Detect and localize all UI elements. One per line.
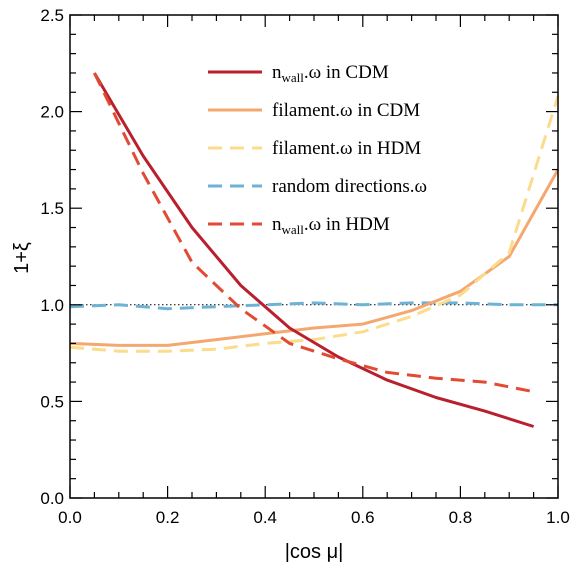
- legend-entry-1: filament.ω in CDM: [272, 100, 420, 121]
- legend-entry-2: filament.ω in HDM: [272, 138, 421, 159]
- y-tick-label: 1.0: [40, 296, 64, 315]
- series-line-0: [93, 72, 535, 428]
- x-axis-title: |cos μ|: [285, 541, 344, 563]
- plot-frame: [69, 14, 559, 499]
- x-tick-label: 1.0: [546, 508, 570, 527]
- y-tick-label: 0.5: [40, 392, 64, 411]
- x-tick-label: 0.2: [156, 508, 180, 527]
- y-tick-label: 2.5: [40, 6, 64, 25]
- legend-entry-3: random directions.ω: [272, 176, 427, 197]
- series-line-2: [69, 95, 560, 353]
- y-tick-label: 2.0: [40, 103, 64, 122]
- y-tick-label: 0.0: [40, 489, 64, 508]
- x-tick-label: 0.0: [58, 508, 82, 527]
- x-tick-label: 0.8: [449, 508, 473, 527]
- legend-entry-0: nwall.ω in CDM: [272, 62, 389, 85]
- series-layer: [69, 72, 560, 428]
- plot-border: [69, 14, 559, 499]
- legend-entry-4: nwall.ω in HDM: [272, 214, 390, 237]
- legend: nwall.ω in CDM filament.ω in CDM filament.…: [208, 62, 427, 237]
- x-tick-label: 0.4: [253, 508, 277, 527]
- tick-layer: 0.0 0.2 0.4 0.6 0.8 1.0 0.0 0.5 1.0 1.5 2.0 2.5: [40, 6, 569, 527]
- y-axis-title: 1+ξ: [11, 242, 33, 274]
- series-line-4: [93, 72, 534, 394]
- series-line-3: [69, 301, 558, 311]
- x-tick-label: 0.6: [351, 508, 375, 527]
- y-tick-label: 1.5: [40, 199, 64, 218]
